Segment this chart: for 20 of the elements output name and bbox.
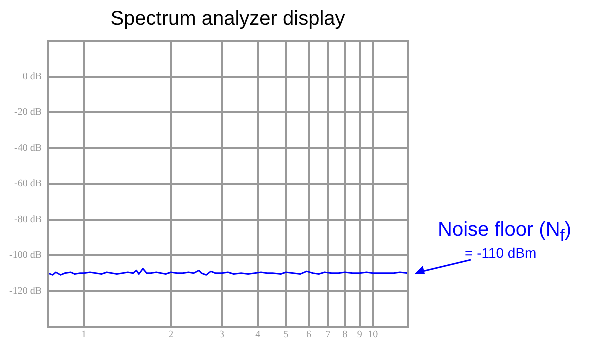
x-tick-label: 3	[220, 330, 225, 341]
x-tick-label: 10	[368, 330, 378, 341]
y-tick-label: 0 dB	[22, 71, 42, 82]
x-tick-label: 6	[306, 330, 312, 341]
x-tick-label: 5	[284, 330, 289, 341]
x-tick-label: 8	[342, 330, 348, 341]
annotation: Noise floor (N$_{f}$)	[438, 219, 572, 246]
x-tick-label: 4	[256, 330, 261, 341]
y-tick-label: -100 dB	[10, 250, 42, 262]
x-tick-label: 7	[326, 330, 331, 341]
x-tick-label: 1	[82, 330, 87, 341]
text: = -110 dBm	[465, 245, 537, 262]
y-tick-label: -60 dB	[14, 178, 42, 190]
y-tick-label: -120 dB	[10, 286, 42, 297]
y-tick-label: -80 dB	[14, 214, 42, 226]
x-tick-label: 2	[168, 330, 174, 341]
x-tick-label: 9	[357, 330, 362, 341]
y-tick-label: -40 dB	[14, 142, 42, 154]
y-tick-label: -20 dB	[14, 107, 42, 118]
chart-title: Spectrum analyzer display	[110, 8, 346, 30]
